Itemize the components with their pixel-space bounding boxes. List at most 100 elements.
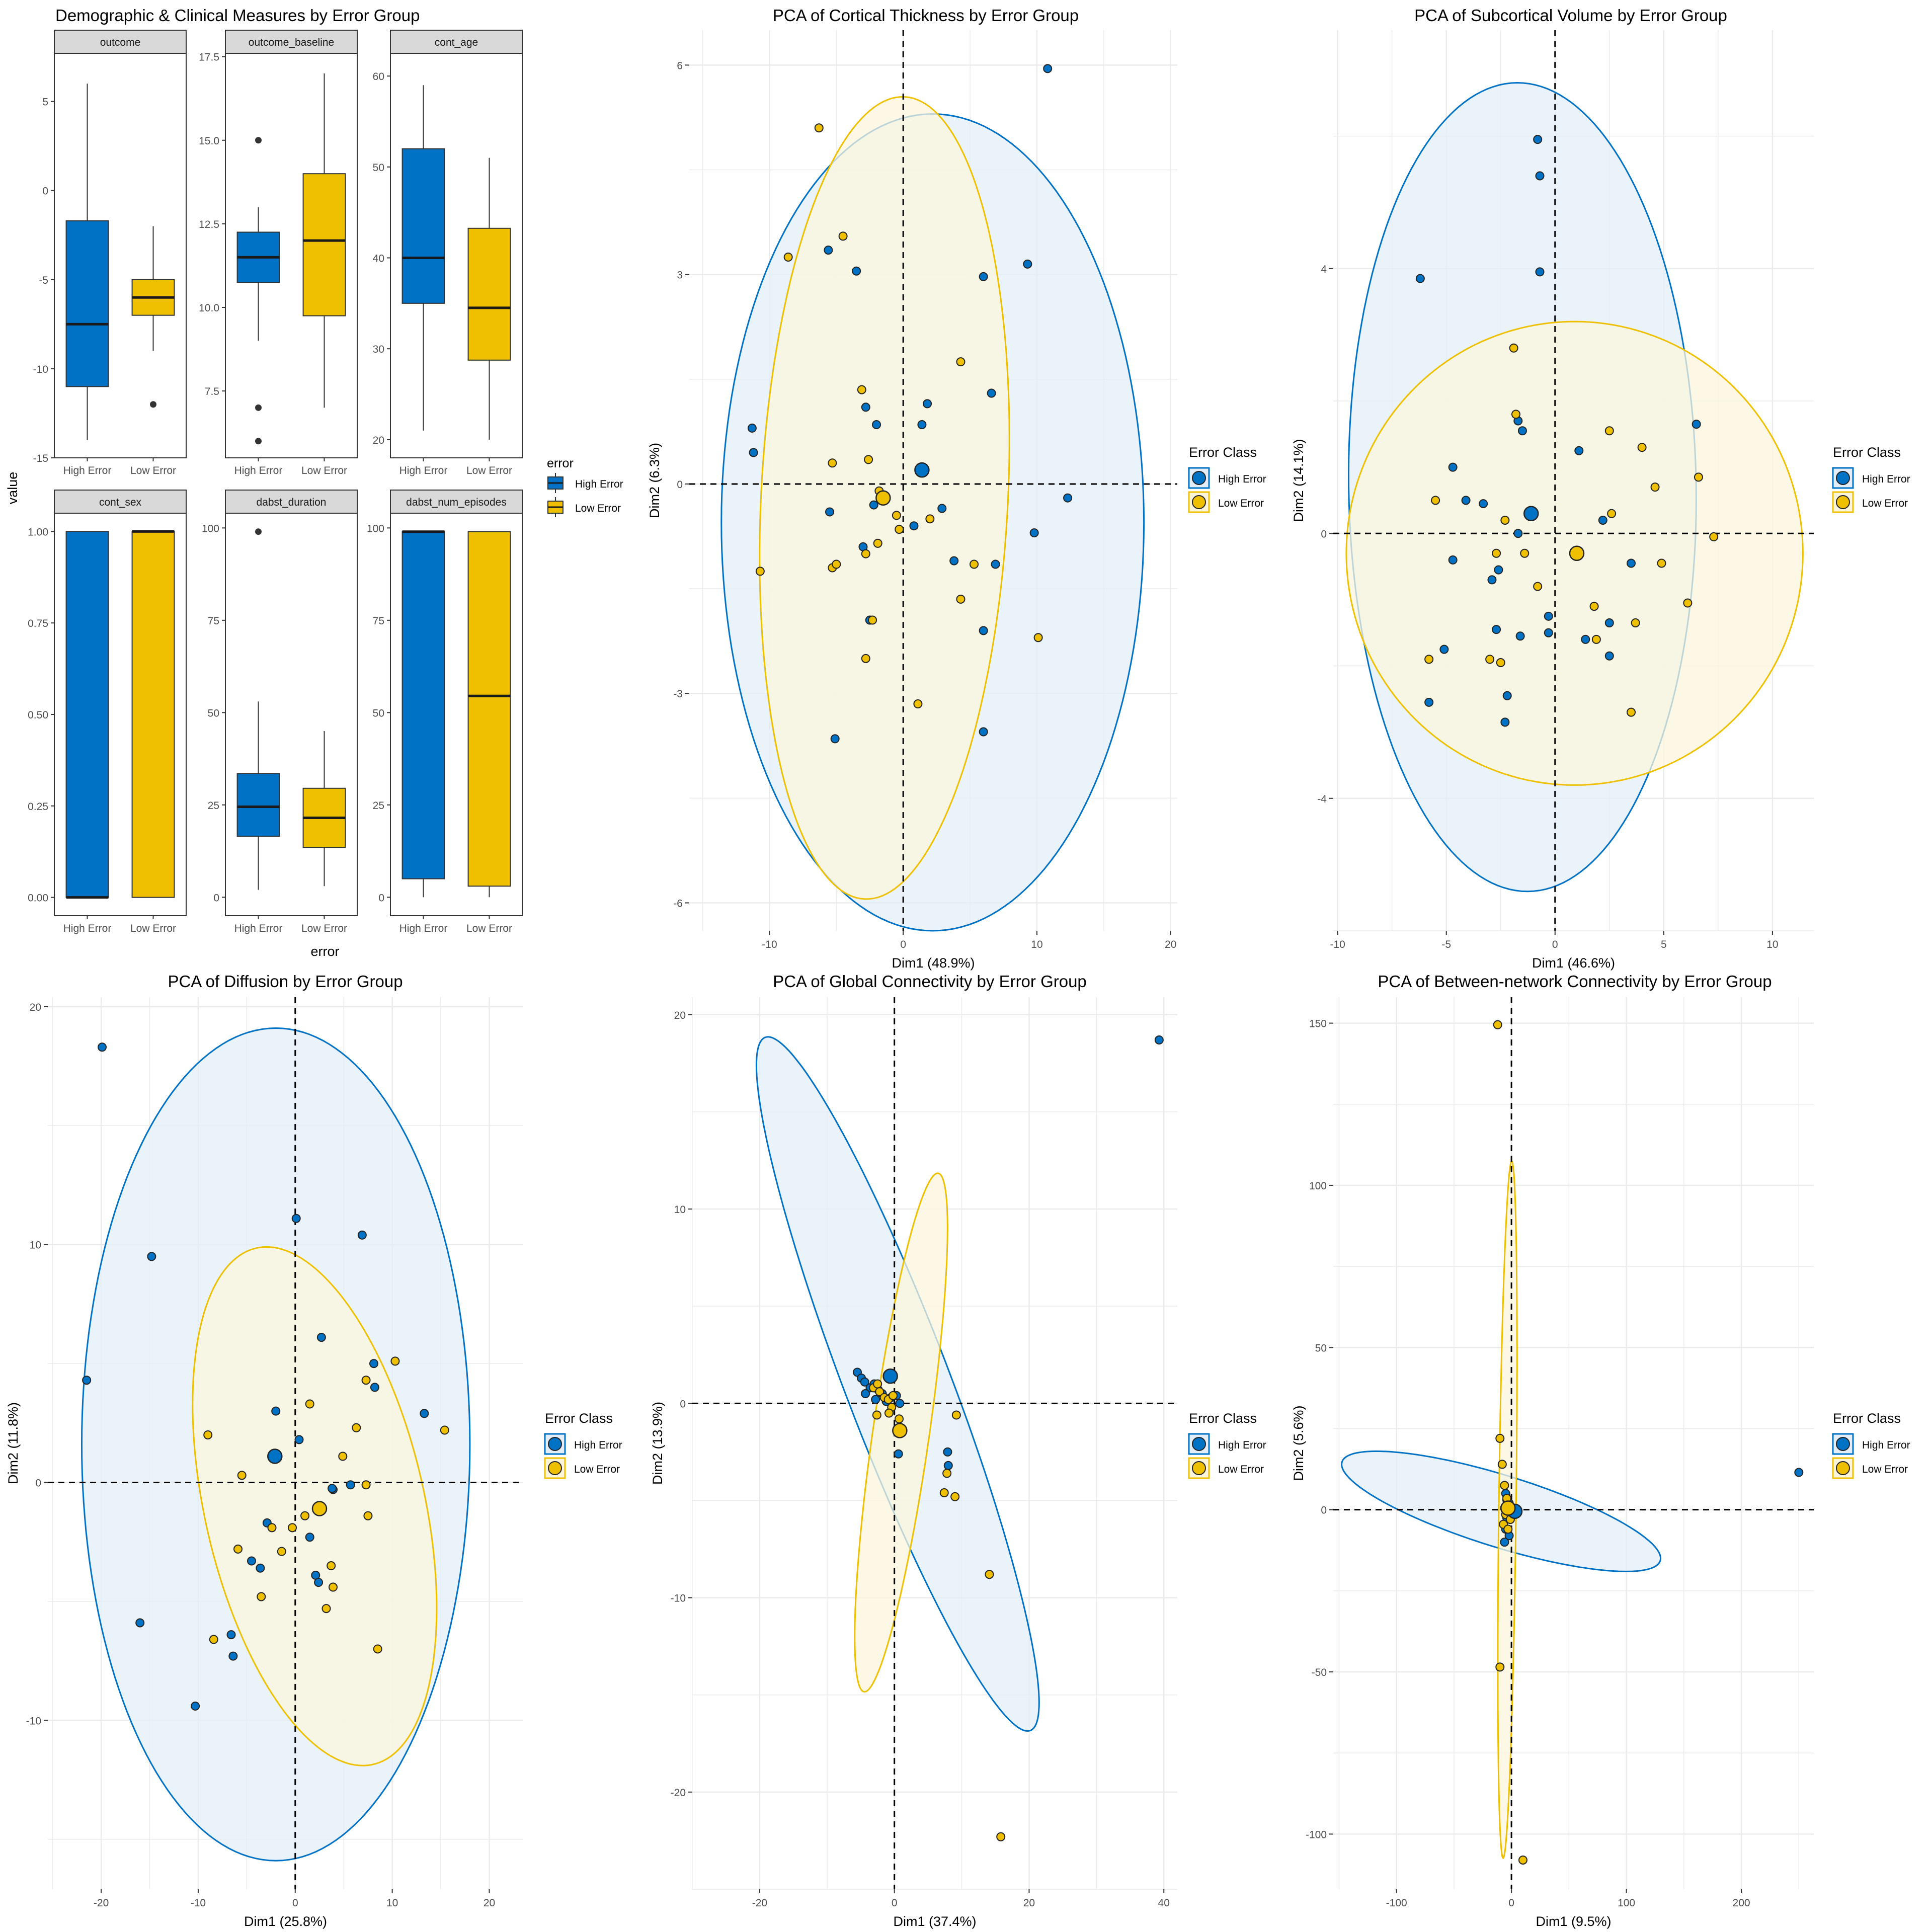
data-point: [1063, 493, 1073, 503]
data-point: [875, 1387, 884, 1397]
data-point: [979, 727, 988, 737]
data-point: [191, 1701, 200, 1711]
data-point: [1607, 509, 1617, 518]
data-point: [824, 246, 833, 255]
y-tick-label: 0: [1321, 1505, 1327, 1516]
y-tick-label: -20: [671, 1787, 686, 1799]
facet-frame: [225, 513, 358, 916]
grid: [1333, 997, 1814, 1889]
facet-strip-label: cont_age: [435, 37, 478, 48]
data-point: [82, 1376, 92, 1385]
data-point: [996, 1832, 1006, 1841]
data-point: [949, 556, 959, 566]
x-tick-label: 0: [1508, 1897, 1514, 1909]
data-point: [1415, 274, 1425, 283]
legend-label: High Error: [1862, 473, 1910, 485]
data-point: [830, 734, 840, 744]
data-point: [329, 1582, 338, 1592]
pca-title: PCA of Global Connectivity by Error Grou…: [773, 972, 1087, 991]
data-point: [1503, 1524, 1513, 1534]
y-tick-label: 25: [373, 800, 384, 812]
data-point: [1574, 446, 1584, 455]
y-tick-label: 30: [373, 344, 384, 355]
data-point: [203, 1430, 213, 1439]
y-tick-label: 3: [677, 270, 683, 281]
data-point: [1520, 548, 1530, 558]
x-tick-label: Low Error: [301, 465, 347, 476]
pca-title: PCA of Subcortical Volume by Error Group: [1414, 6, 1727, 25]
low-error-points: [1493, 1020, 1527, 1865]
data-point: [267, 1523, 277, 1533]
data-point: [1650, 482, 1660, 492]
data-point: [1694, 472, 1703, 482]
y-tick-label: 0.75: [28, 618, 48, 629]
data-point: [1604, 426, 1614, 436]
legend-title: Error Class: [1833, 1411, 1901, 1426]
x-tick-label: High Error: [399, 465, 448, 476]
data-point: [873, 1379, 882, 1389]
pca-panel-5: -100 0 100 200 -100 -50 0 50 100 150 PCA of Betwee…: [1291, 972, 1910, 1929]
legend-label: Low Error: [575, 503, 621, 514]
pca-title: PCA of Diffusion by Error Group: [168, 972, 403, 991]
data-point: [943, 1447, 952, 1457]
box-low-error: [302, 731, 346, 887]
data-point: [979, 626, 988, 635]
data-point: [277, 1547, 286, 1556]
data-point: [1517, 426, 1527, 436]
data-point: [361, 1480, 371, 1490]
legend-label: High Error: [574, 1439, 622, 1451]
box-body: [65, 531, 109, 898]
data-point: [852, 266, 861, 276]
y-tick-label: 15.0: [199, 135, 219, 147]
y-tick-label: -6: [673, 898, 683, 909]
high-error-centroid: [1523, 506, 1539, 522]
y-tick-label: 0.50: [28, 709, 48, 721]
data-point: [1533, 135, 1543, 144]
facet-strip-label: dabst_duration: [257, 497, 327, 508]
data-point: [1500, 515, 1510, 525]
data-point: [857, 385, 866, 394]
low-error-centroid: [1500, 1500, 1516, 1516]
legend-title: Error Class: [1189, 1411, 1257, 1426]
y-tick-label: 12.5: [199, 219, 219, 230]
data-point: [888, 1391, 898, 1400]
x-tick-label: 40: [1158, 1897, 1170, 1909]
data-point: [838, 231, 848, 241]
low-error-points: [869, 1379, 1006, 1841]
data-point: [937, 504, 947, 513]
data-point: [209, 1635, 218, 1644]
x-tick-label: -10: [762, 939, 777, 950]
data-point: [1631, 618, 1640, 627]
x-tick-label: 0: [892, 1897, 898, 1909]
data-point: [970, 559, 979, 569]
legend-label: Low Error: [1218, 1464, 1264, 1475]
low-error-points: [1424, 343, 1719, 717]
data-point: [939, 1488, 949, 1497]
pca-x-label: Dim1 (37.4%): [893, 1914, 976, 1929]
y-tick-label: -10: [26, 1715, 41, 1727]
pca-y-label: Dim2 (6.3%): [647, 443, 662, 518]
x-tick-label: 20: [484, 1897, 495, 1909]
data-point: [1439, 645, 1449, 654]
legend-key-point: [548, 1461, 562, 1475]
facet-strip: [225, 30, 358, 54]
y-tick-label: 17.5: [199, 52, 219, 63]
high-error-points: [1415, 135, 1701, 727]
x-tick-label: Low Error: [466, 465, 512, 476]
data-point: [913, 699, 923, 709]
box-high-error: [236, 137, 280, 445]
data-point: [749, 448, 758, 457]
data-point: [894, 1449, 903, 1459]
boxplot-y-label: value: [5, 472, 20, 505]
data-point: [420, 1409, 429, 1418]
facet-outcome-baseline: outcome_baseline 17.5 15.0 12.5 10.0 7.5 High …: [199, 30, 358, 476]
y-tick-label: -3: [673, 688, 683, 700]
pca-y-label: Dim2 (13.9%): [650, 1402, 665, 1485]
data-point: [226, 1630, 236, 1640]
box-high-error: [236, 528, 280, 890]
data-point: [1511, 410, 1520, 419]
data-point: [1496, 658, 1505, 667]
data-point: [346, 1480, 355, 1490]
data-point: [316, 1333, 326, 1342]
